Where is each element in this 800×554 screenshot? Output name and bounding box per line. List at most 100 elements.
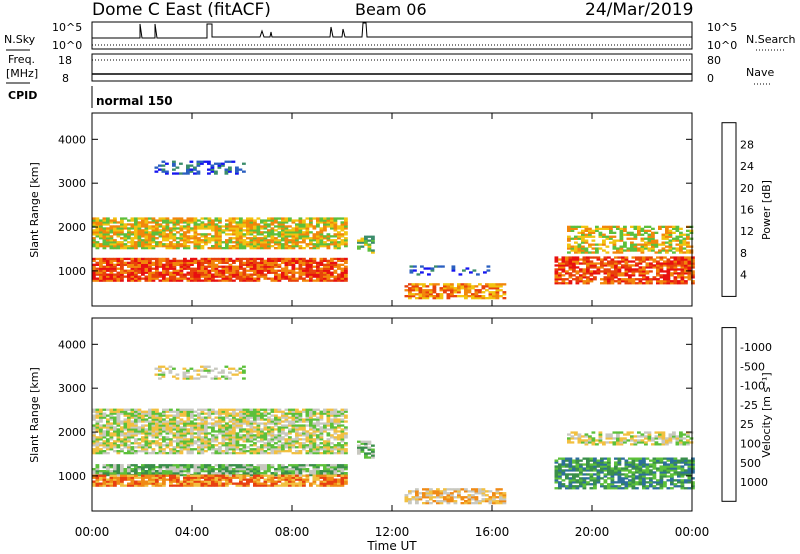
velocity-cell: [253, 412, 257, 415]
velocity-cell: [260, 438, 264, 441]
power-cell: [134, 227, 138, 230]
velocity-cell: [232, 472, 236, 475]
velocity-cell: [165, 430, 170, 433]
power-cell: [267, 229, 271, 232]
power-cell: [291, 237, 296, 240]
power-cell: [661, 243, 666, 246]
power-cell: [558, 282, 562, 285]
power-cell: [263, 239, 268, 242]
power-cell: [652, 266, 657, 269]
velocity-cell: [165, 424, 170, 427]
velocity-cell: [312, 474, 317, 477]
power-cell: [106, 241, 110, 244]
power-cell: [316, 267, 320, 270]
power-cell: [169, 261, 173, 264]
power-cell: [312, 237, 317, 240]
power-cell: [232, 225, 236, 228]
velocity-cell: [312, 470, 317, 473]
velocity-cell: [92, 414, 96, 417]
power-cell: [249, 245, 254, 248]
power-cell: [270, 237, 275, 240]
velocity-cell: [113, 430, 117, 433]
power-cell: [288, 233, 292, 236]
power-cell: [330, 223, 334, 226]
power-cell: [186, 241, 191, 244]
velocity-cell: [298, 412, 303, 415]
velocity-cell: [246, 432, 250, 435]
velocity-cell: [218, 428, 222, 431]
power-cell: [633, 237, 638, 240]
velocity-cell: [323, 430, 327, 433]
power-cell: [92, 265, 96, 268]
velocity-cell: [134, 420, 138, 423]
velocity-cell: [288, 438, 292, 441]
velocity-cell: [172, 446, 177, 449]
velocity-cell: [249, 480, 254, 483]
velocity-cell: [232, 422, 236, 425]
power-cell: [116, 241, 121, 244]
power-cell: [210, 170, 215, 173]
power-cell: [323, 217, 327, 220]
velocity-cell: [291, 484, 296, 487]
power-cell: [225, 233, 229, 236]
velocity-cell: [211, 440, 215, 443]
power-cell: [323, 265, 327, 268]
power-cell: [679, 227, 683, 230]
power-ytick-label: 3000: [58, 177, 86, 190]
velocity-cell: [267, 426, 271, 429]
power-cell: [197, 239, 201, 242]
power-cell: [298, 221, 303, 224]
power-cell: [116, 243, 121, 246]
power-cell: [218, 235, 222, 238]
power-cell: [680, 276, 685, 279]
velocity-cell: [183, 480, 187, 483]
power-cell: [635, 258, 639, 261]
power-cell: [284, 229, 289, 232]
velocity-cell: [148, 442, 152, 445]
velocity-cell: [330, 472, 334, 475]
power-cell: [684, 258, 688, 261]
velocity-cell: [371, 450, 375, 453]
velocity-cell: [270, 420, 275, 423]
power-cell: [474, 293, 479, 296]
velocity-cell: [256, 414, 261, 417]
power-cell: [574, 227, 578, 230]
power-cell: [651, 241, 655, 244]
velocity-cell: [249, 424, 254, 427]
power-cell: [593, 262, 597, 265]
power-cell: [319, 277, 324, 280]
power-cell: [193, 172, 197, 175]
power-cell: [172, 267, 177, 270]
power-cell: [260, 231, 264, 234]
velocity-cell: [102, 466, 107, 469]
power-cell: [602, 239, 606, 242]
velocity-cell: [197, 478, 201, 481]
power-cell: [267, 261, 271, 264]
power-cell: [298, 233, 303, 236]
power-cell: [228, 221, 233, 224]
velocity-cell: [186, 371, 190, 374]
power-cell: [600, 258, 604, 261]
power-cell: [169, 267, 173, 270]
power-cell: [567, 235, 571, 238]
power-cell: [200, 217, 205, 220]
power-cell: [582, 260, 587, 263]
velocity-cell: [425, 490, 430, 493]
power-cell: [425, 295, 430, 298]
velocity-cell: [155, 436, 159, 439]
power-cell: [309, 269, 313, 272]
power-cell: [647, 243, 652, 246]
power-cell: [302, 223, 306, 226]
velocity-cell: [270, 408, 275, 411]
power-cell: [207, 160, 211, 163]
velocity-cell: [302, 464, 306, 467]
velocity-cell: [330, 482, 334, 485]
power-cell: [680, 266, 685, 269]
power-cell: [586, 278, 590, 281]
velocity-cell: [109, 470, 114, 473]
velocity-cell: [256, 424, 261, 427]
velocity-cell: [197, 472, 201, 475]
power-cell: [409, 269, 414, 272]
power-cell: [239, 267, 243, 270]
power-cell: [130, 275, 135, 278]
